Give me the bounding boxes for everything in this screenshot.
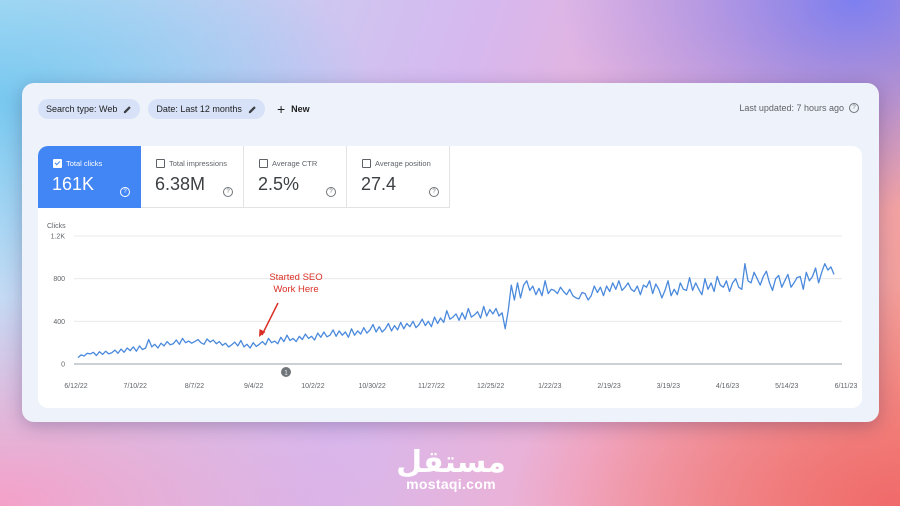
y-tick-label: 0 [61,362,65,369]
metric-label: Average CTR [272,159,318,168]
y-axis-label: Clicks [47,223,66,230]
x-tick-label: 9/4/22 [244,383,264,390]
watermark-url: mostaqi.com [406,476,496,492]
checkbox-checked-icon[interactable] [53,159,62,168]
new-filter-label: New [291,104,310,114]
annotation-arrowhead [259,329,266,337]
chart-card: Total clicks 161K ? Total impressions 6.… [38,146,862,408]
metric-value: 27.4 [361,174,397,194]
metric-value: 2.5% [258,174,300,194]
y-tick-label: 1.2K [51,234,66,241]
metric-total-impressions[interactable]: Total impressions 6.38M ? [141,146,244,208]
search-type-label: Search type: Web [46,104,118,114]
metric-label: Average position [375,159,431,168]
checkbox-icon[interactable] [259,159,268,168]
x-tick-label: 2/19/23 [597,383,620,390]
annotation: Started SEO Work Here [259,272,323,337]
clicks-series-line [77,263,835,359]
x-tick-label: 7/10/22 [124,383,147,390]
last-updated: Last updated: 7 hours ago ? [739,103,859,113]
date-range-chip[interactable]: Date: Last 12 months [148,99,265,119]
last-updated-text: Last updated: 7 hours ago [739,103,844,113]
metric-average-ctr[interactable]: Average CTR 2.5% ? [244,146,347,208]
x-tick-label: 4/16/23 [716,383,739,390]
annotation-marker[interactable]: 1 [281,367,291,377]
annotation-line-1: Started SEO [269,272,322,283]
search-type-chip[interactable]: Search type: Web [38,99,141,119]
x-tick-label: 10/2/22 [301,383,324,390]
help-icon[interactable]: ? [326,187,336,197]
pencil-icon [248,105,256,113]
x-tick-label: 5/14/23 [775,383,798,390]
x-tick-label: 11/27/22 [418,383,445,390]
pencil-icon [124,105,132,113]
performance-panel: Search type: Web Date: Last 12 months + … [22,83,879,422]
annotation-line-2: Work Here [273,284,318,295]
metric-label: Total clicks [66,159,103,168]
metric-label: Total impressions [169,159,227,168]
y-tick-label: 800 [53,276,65,283]
help-icon[interactable]: ? [120,187,130,197]
y-tick-label: 400 [53,319,65,326]
metric-tabs: Total clicks 161K ? Total impressions 6.… [38,146,450,208]
x-tick-label: 8/7/22 [185,383,205,390]
plus-icon: + [276,101,286,117]
help-icon[interactable]: ? [223,187,233,197]
filter-bar: Search type: Web Date: Last 12 months + … [38,99,859,119]
annotation-arrow [261,302,279,336]
x-tick-label: 3/19/23 [657,383,680,390]
x-tick-label: 6/11/23 [835,383,858,390]
help-icon[interactable]: ? [429,187,439,197]
new-filter-button[interactable]: + New [277,102,310,116]
help-icon[interactable]: ? [849,103,859,113]
metric-value: 161K [52,174,95,194]
watermark-logo: مستقل mostaqi.com [396,445,506,493]
x-tick-label: 10/30/22 [359,383,386,390]
watermark-arabic: مستقل [396,445,506,480]
date-range-label: Date: Last 12 months [156,104,242,114]
metric-value: 6.38M [155,174,206,194]
metric-average-position[interactable]: Average position 27.4 ? [347,146,450,208]
metric-total-clicks[interactable]: Total clicks 161K ? [38,146,141,208]
annotation-marker-label: 1 [284,371,288,377]
clicks-line-chart: 0 400 800 1.2K 6/12/22 7/10/22 8/7/22 9/4/22 10… [47,223,858,390]
checkbox-icon[interactable] [156,159,165,168]
x-tick-label: 1/22/23 [538,383,561,390]
x-tick-label: 12/25/22 [477,383,504,390]
checkbox-icon[interactable] [362,159,371,168]
x-tick-label: 6/12/22 [64,383,87,390]
